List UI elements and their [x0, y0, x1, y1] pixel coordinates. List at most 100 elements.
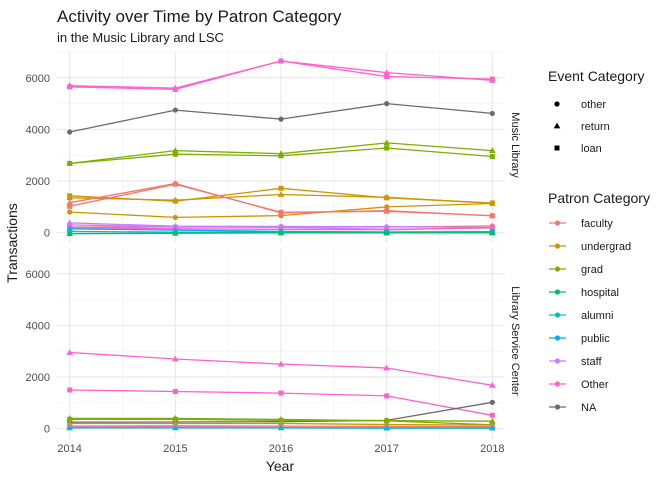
- series-hospital-return-point: [489, 229, 496, 236]
- series-grad-loan-point: [67, 161, 73, 167]
- y-tick-label: 0: [44, 228, 50, 240]
- y-tick-label: 4000: [26, 320, 50, 332]
- series-other-loan-point: [489, 76, 495, 82]
- series-other-loan-point: [384, 74, 390, 80]
- series-grad-return-point: [383, 139, 390, 146]
- legend-label-hospital: hospital: [581, 287, 619, 299]
- series-hospital-return-point: [66, 230, 73, 237]
- y-axis-ticks: 0 2000 4000 6000 0 2000 4000 6000: [26, 73, 50, 436]
- series-music-library: [66, 57, 496, 237]
- legend-label-return: return: [581, 121, 610, 133]
- series-other-loan-point: [172, 389, 178, 395]
- series-library-service-center: [66, 349, 496, 431]
- series-hospital-return-point: [172, 229, 179, 236]
- series-alumni-return-point: [277, 424, 285, 431]
- legend-key-return: [553, 122, 561, 129]
- series-undergrad-return-point: [277, 191, 285, 197]
- legend-key-other: [549, 381, 566, 387]
- series-na-other-point: [278, 116, 284, 122]
- series-other-loan-point: [278, 390, 284, 396]
- series-grad-loan-point: [384, 418, 390, 424]
- series-faculty-loan-point: [172, 181, 178, 187]
- series-other-loan: [67, 387, 495, 418]
- y-tick-label: 0: [44, 424, 50, 436]
- legend-key-loan: [554, 145, 560, 151]
- x-axis-title: Year: [266, 458, 295, 474]
- series-undergrad-return-point: [383, 193, 390, 200]
- legend-patron-title: Patron Category: [548, 190, 650, 206]
- series-faculty-loan-point: [278, 209, 284, 215]
- y-tick-label: 2000: [26, 176, 50, 188]
- series-grad-loan-point: [172, 416, 178, 422]
- series-other-return-point: [277, 360, 285, 367]
- legend-label-faculty: faculty: [581, 218, 613, 230]
- series-undergrad-other: [67, 200, 495, 221]
- series-other-loan-point: [278, 58, 284, 64]
- facet-panel-music-library: Music Library: [57, 51, 521, 243]
- y-tick-label: 4000: [26, 124, 50, 136]
- series-undergrad-other-point: [67, 209, 73, 215]
- series-grad-return-point: [172, 147, 179, 153]
- series-alumni-return-point: [172, 424, 179, 431]
- legend-event-title: Event Category: [548, 68, 645, 84]
- facet-strip-library-service-center: Library Service Center: [509, 286, 521, 396]
- facet-panel-library-service-center: Library Service Center: [57, 247, 521, 439]
- y-tick-label: 6000: [26, 269, 50, 281]
- series-faculty-loan: [67, 181, 495, 219]
- series-undergrad-loan-point: [278, 185, 284, 191]
- series-other-loan-point: [67, 84, 73, 90]
- series-faculty-loan-point: [384, 208, 390, 214]
- series-alumni-return: [66, 424, 496, 431]
- series-grad-loan-point: [489, 154, 495, 160]
- series-faculty-loan-point: [489, 213, 495, 219]
- series-undergrad-return-point: [66, 194, 73, 201]
- legend-label-other: other: [581, 99, 606, 111]
- series-undergrad-other-point: [172, 214, 178, 221]
- series-other-return-point: [383, 364, 390, 371]
- legend-key-other: [554, 101, 560, 107]
- y-axis-title: Transactions: [4, 203, 20, 283]
- series-other-return-point: [489, 381, 496, 388]
- x-tick-label: 2015: [163, 443, 187, 455]
- series-other-loan: [67, 58, 495, 92]
- x-tick-label: 2018: [480, 443, 504, 455]
- series-alumni-return-point: [489, 424, 496, 431]
- legend-patron-category: Patron Category faculty undergrad grad hosp…: [548, 190, 650, 414]
- legend-label-staff: staff: [581, 356, 603, 368]
- series-other-loan-point: [384, 393, 390, 399]
- series-grad-loan: [67, 145, 495, 167]
- series-hospital-return-point: [277, 229, 285, 236]
- series-alumni-return-point: [66, 424, 73, 431]
- series-other-return: [66, 349, 496, 388]
- y-tick-label: 2000: [26, 372, 50, 384]
- x-axis-ticks: 2014 2015 2016 2017 2018: [57, 443, 504, 455]
- legend-event-category: Event Category other return loan: [548, 68, 645, 155]
- x-tick-label: 2017: [374, 443, 398, 455]
- legend-label-alumni: alumni: [581, 310, 613, 322]
- legend-key-faculty: [549, 220, 566, 226]
- legend-key-hospital: [549, 289, 566, 295]
- series-undergrad-other-point: [384, 204, 390, 210]
- legend-key-public: [549, 335, 566, 341]
- series-na-other-point: [489, 110, 495, 117]
- legend-key-grad: [549, 266, 566, 272]
- legend-label-other: Other: [581, 379, 609, 391]
- series-na-other-point: [489, 399, 495, 405]
- series-other-return-point: [383, 69, 390, 76]
- series-alumni-return-point: [383, 424, 390, 431]
- x-tick-label: 2016: [269, 443, 293, 455]
- series-grad-return-point: [489, 147, 496, 153]
- series-undergrad-other-point: [489, 200, 495, 207]
- series-na-other-point: [67, 129, 73, 135]
- series-na-other-point: [172, 107, 178, 113]
- legend-key-alumni: [549, 312, 566, 318]
- series-hospital-return: [66, 229, 496, 237]
- series-other-return-point: [66, 349, 73, 355]
- series-undergrad-return-point: [172, 196, 179, 203]
- series-other-other-point: [489, 224, 495, 231]
- series-grad-loan-point: [278, 153, 284, 159]
- series-grad-loan-point: [172, 151, 178, 157]
- series-other-return-point: [172, 355, 179, 362]
- y-tick-label: 6000: [26, 73, 50, 85]
- legend-key-na: [549, 404, 566, 410]
